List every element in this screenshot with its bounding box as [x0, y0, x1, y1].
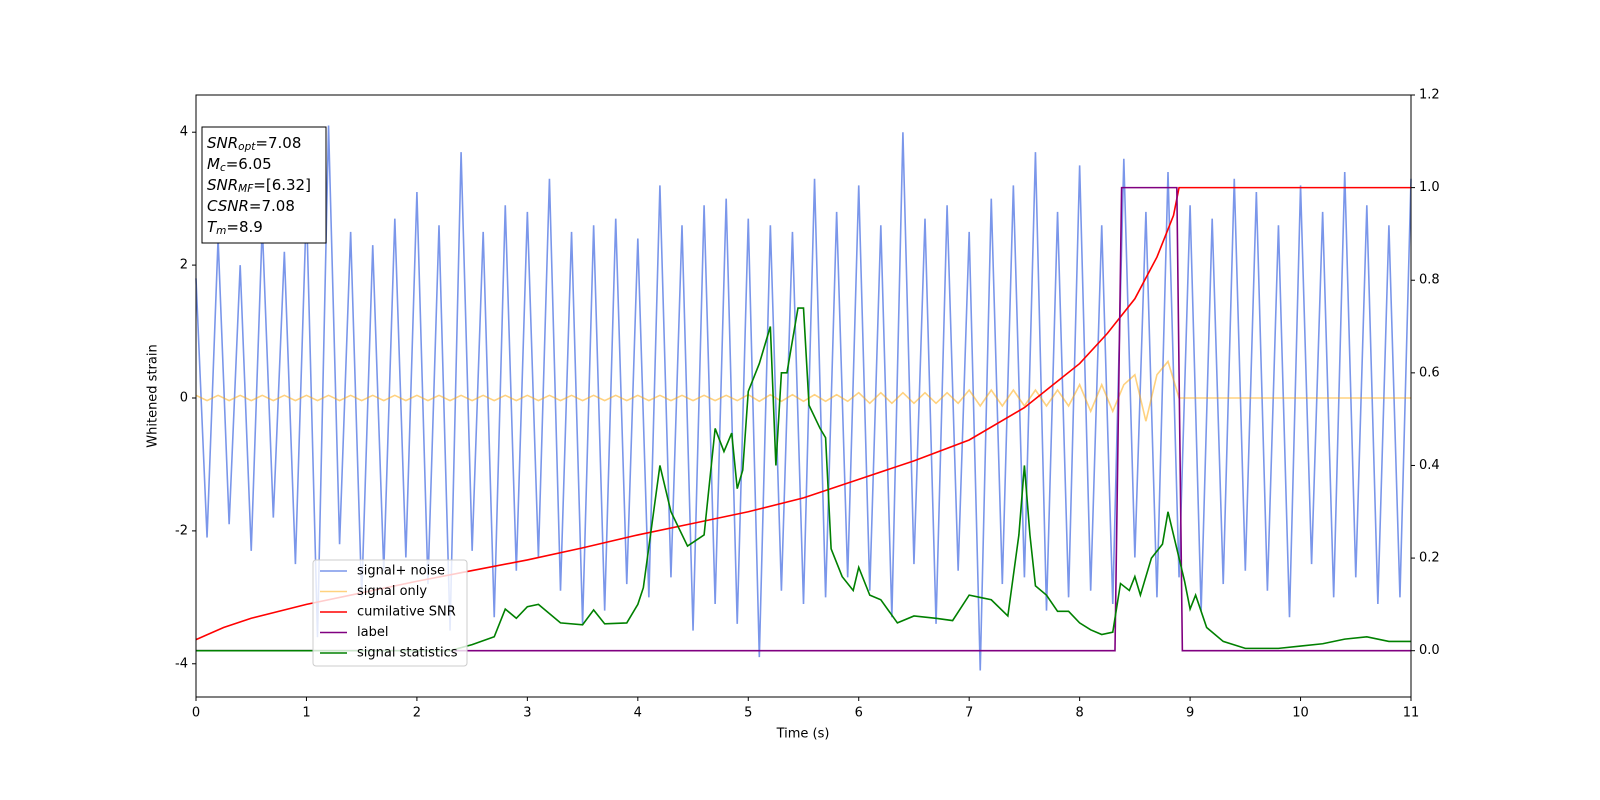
x-tick-label: 9	[1186, 706, 1194, 721]
y2-tick-label: 1.0	[1419, 180, 1440, 195]
x-tick-label: 0	[192, 706, 200, 721]
legend: signal+ noise signal only cumilative SNR la…	[312, 559, 468, 667]
series-line	[196, 307, 1411, 652]
annotation-value: =8.9	[226, 218, 262, 236]
y-axis-label: Whitened strain	[146, 344, 161, 447]
y2-tick-label: 0.4	[1419, 458, 1440, 473]
annotation-symbol: CSNR	[207, 197, 249, 215]
legend-label: signal only	[357, 584, 427, 599]
annotation-subscript: c	[220, 162, 226, 174]
x-tick-label: 7	[965, 706, 973, 721]
annotation-subscript: MF	[238, 183, 254, 195]
annotation-subscript: opt	[238, 141, 256, 153]
annotation-value: =6.05	[226, 155, 272, 173]
plot-frame	[195, 94, 1412, 698]
y-tick-label: 4	[180, 125, 188, 140]
x-tick-label: 3	[523, 706, 531, 721]
x-tick-label: 8	[1075, 706, 1083, 721]
x-tick-label: 10	[1292, 706, 1309, 721]
x-tick-label: 1	[302, 706, 310, 721]
y-tick-label: -2	[175, 523, 188, 538]
legend-label: signal+ noise	[357, 564, 445, 579]
annotation-line: Mc=6.05	[207, 155, 272, 175]
annotation-symbol: T	[207, 218, 218, 236]
series-line	[195, 359, 1411, 422]
y2-tick-label: 1.2	[1419, 88, 1440, 103]
x-tick-label: 2	[413, 706, 421, 721]
legend-label: signal statistics	[357, 646, 458, 661]
y2-tick-label: 0.8	[1419, 273, 1440, 288]
x-tick-label: 6	[855, 706, 863, 721]
annotation-line: Tm=8.9	[207, 218, 263, 238]
annotation-box: SNRopt=7.08Mc=6.05SNRMF=[6.32]CSNR=7.08T…	[201, 126, 327, 244]
annotation-symbol: SNR	[207, 134, 238, 152]
y-tick-label: 2	[180, 258, 188, 273]
annotation-value: =7.08	[249, 197, 295, 215]
y2-tick-label: 0.0	[1419, 643, 1440, 658]
x-tick-label: 5	[744, 706, 752, 721]
x-tick-label: 4	[634, 706, 642, 721]
annotation-symbol: SNR	[207, 176, 238, 194]
y-tick-label: 0	[180, 390, 188, 405]
legend-frame	[312, 559, 468, 667]
y2-tick-label: 0.6	[1419, 365, 1440, 380]
annotation-symbol: M	[207, 155, 220, 173]
y2-tick-label: 0.2	[1419, 551, 1440, 566]
series-line	[195, 125, 1412, 671]
y-tick-label: -4	[175, 656, 188, 671]
annotation-value: =7.08	[255, 134, 301, 152]
x-tick-label: 11	[1403, 706, 1420, 721]
annotation-line: SNRopt=7.08	[207, 134, 301, 154]
legend-label: label	[357, 625, 388, 640]
annotation-subscript: m	[216, 225, 226, 237]
annotation-line: SNRMF=[6.32]	[207, 176, 311, 196]
series-line	[196, 186, 1411, 652]
annotation-frame	[201, 126, 327, 244]
annotation-value: =[6.32]	[253, 176, 311, 194]
legend-label: cumilative SNR	[357, 605, 456, 620]
annotation-line: CSNR=7.08	[207, 197, 295, 215]
x-axis-label: Time (s)	[776, 727, 830, 742]
